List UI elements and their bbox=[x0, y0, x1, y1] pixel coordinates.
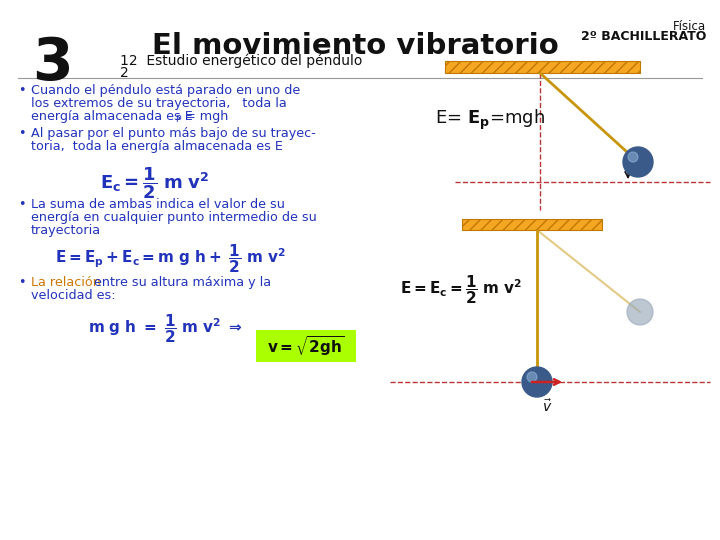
Text: 12  Estudio energético del péndulo: 12 Estudio energético del péndulo bbox=[120, 54, 362, 69]
Text: $\mathbf{v = \sqrt{2gh}}$: $\mathbf{v = \sqrt{2gh}}$ bbox=[267, 334, 345, 358]
Text: La suma de ambas indica el valor de su: La suma de ambas indica el valor de su bbox=[31, 198, 285, 211]
Text: toria,  toda la energía almacenada es E: toria, toda la energía almacenada es E bbox=[31, 140, 283, 153]
Circle shape bbox=[628, 152, 638, 162]
Bar bbox=[462, 219, 602, 230]
Bar bbox=[445, 61, 640, 73]
Text: 2º BACHILLERATO: 2º BACHILLERATO bbox=[580, 30, 706, 43]
Text: •: • bbox=[18, 276, 25, 289]
Text: $\mathbf{E = E_c = \dfrac{1}{2}\ m\ v^2}$: $\mathbf{E = E_c = \dfrac{1}{2}\ m\ v^2}… bbox=[400, 274, 522, 306]
Text: p: p bbox=[175, 113, 181, 122]
Text: Al pasar por el punto más bajo de su trayec-: Al pasar por el punto más bajo de su tra… bbox=[31, 127, 316, 140]
Bar bbox=[462, 219, 602, 230]
Circle shape bbox=[627, 299, 653, 325]
Text: $\vec{v}$: $\vec{v}$ bbox=[542, 398, 552, 415]
Text: entre su altura máxima y la: entre su altura máxima y la bbox=[90, 276, 271, 289]
Circle shape bbox=[522, 367, 552, 397]
Bar bbox=[445, 61, 640, 73]
Text: velocidad es:: velocidad es: bbox=[31, 289, 116, 302]
Circle shape bbox=[623, 147, 653, 177]
Text: Física: Física bbox=[673, 20, 706, 33]
Text: $\mathbf{E = E_p + E_c = m\ g\ h +\ \dfrac{1}{2}\ m\ v^2}$: $\mathbf{E = E_p + E_c = m\ g\ h +\ \dfr… bbox=[55, 242, 285, 275]
Text: trayectoria: trayectoria bbox=[31, 224, 101, 237]
Text: C: C bbox=[198, 143, 204, 152]
Text: •: • bbox=[18, 84, 25, 97]
Text: energía en cualquier punto intermedio de su: energía en cualquier punto intermedio de… bbox=[31, 211, 317, 224]
Text: •: • bbox=[18, 127, 25, 140]
Text: los extremos de su trayectoria,   toda la: los extremos de su trayectoria, toda la bbox=[31, 97, 287, 110]
Text: •: • bbox=[18, 198, 25, 211]
Text: = mgh: = mgh bbox=[181, 110, 228, 123]
Circle shape bbox=[527, 372, 537, 382]
Text: E= $\mathbf{E_p}$=mgh: E= $\mathbf{E_p}$=mgh bbox=[435, 108, 545, 132]
FancyBboxPatch shape bbox=[256, 330, 356, 362]
Text: 2: 2 bbox=[120, 66, 129, 80]
Text: energía almacenada es E: energía almacenada es E bbox=[31, 110, 193, 123]
Text: $\mathbf{E_c = \dfrac{1}{2}\ m\ v^2}$: $\mathbf{E_c = \dfrac{1}{2}\ m\ v^2}$ bbox=[100, 165, 210, 201]
Text: 3: 3 bbox=[32, 35, 72, 92]
Text: Cuando el péndulo está parado en uno de: Cuando el péndulo está parado en uno de bbox=[31, 84, 300, 97]
Text: h: h bbox=[634, 164, 642, 177]
Text: $\mathbf{m\ g\ h\ =\ \dfrac{1}{2}\ m\ v^2\ \Rightarrow}$: $\mathbf{m\ g\ h\ =\ \dfrac{1}{2}\ m\ v^… bbox=[88, 312, 243, 345]
Text: El movimiento vibratorio: El movimiento vibratorio bbox=[152, 32, 559, 60]
Text: La relación: La relación bbox=[31, 276, 101, 289]
